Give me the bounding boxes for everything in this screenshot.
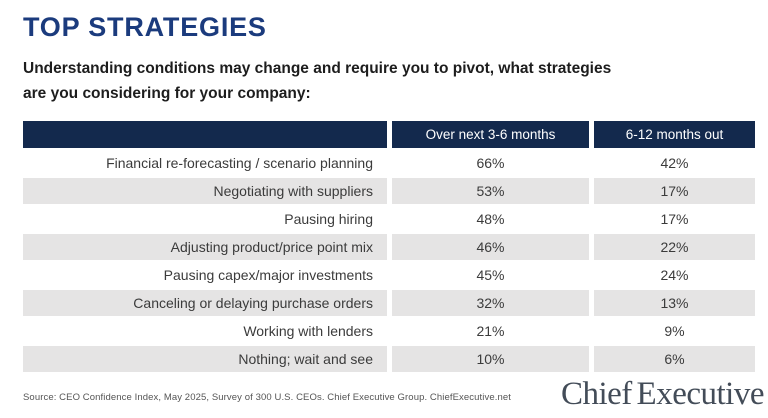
table-row-strategy: Working with lenders [23, 318, 387, 344]
table-row-value-6-12: 22% [594, 234, 755, 260]
table-row-value-6-12: 6% [594, 346, 755, 372]
table-row-value-6-12: 42% [594, 150, 755, 176]
table-row-value-6-12: 24% [594, 262, 755, 288]
survey-question: Understanding conditions may change and … [23, 56, 611, 106]
table-row-strategy: Nothing; wait and see [23, 346, 387, 372]
table-row-value-6-12: 9% [594, 318, 755, 344]
table-row-value-3-6: 10% [392, 346, 589, 372]
table-row-strategy: Adjusting product/price point mix [23, 234, 387, 260]
survey-question-line-2: are you considering for your company: [23, 85, 311, 102]
table-row-value-3-6: 53% [392, 178, 589, 204]
table-header-3-6-months: Over next 3-6 months [392, 121, 589, 148]
page-title: TOP STRATEGIES [23, 12, 267, 42]
table-header-strategy [23, 121, 387, 148]
table-row-value-6-12: 17% [594, 178, 755, 204]
table-header-6-12-months: 6-12 months out [594, 121, 755, 148]
table-row-value-3-6: 21% [392, 318, 589, 344]
table-row-value-3-6: 32% [392, 290, 589, 316]
strategies-table: Over next 3-6 months 6-12 months out Fin… [23, 121, 755, 372]
table-row-strategy: Pausing hiring [23, 206, 387, 232]
chief-executive-logo: Chief Executive [560, 376, 765, 412]
table-row-strategy: Negotiating with suppliers [23, 178, 387, 204]
survey-question-line-1: Understanding conditions may change and … [23, 60, 612, 77]
source-note: Source: CEO Confidence Index, May 2025, … [23, 392, 511, 403]
table-row-value-6-12: 13% [594, 290, 755, 316]
table-row-value-3-6: 48% [392, 206, 589, 232]
table-row-value-6-12: 17% [594, 206, 755, 232]
table-row-strategy: Financial re-forecasting / scenario plan… [23, 150, 387, 176]
table-row-strategy: Pausing capex/major investments [23, 262, 387, 288]
table-row-value-3-6: 46% [392, 234, 589, 260]
table-row-strategy: Canceling or delaying purchase orders [23, 290, 387, 316]
table-row-value-3-6: 66% [392, 150, 589, 176]
table-row-value-3-6: 45% [392, 262, 589, 288]
